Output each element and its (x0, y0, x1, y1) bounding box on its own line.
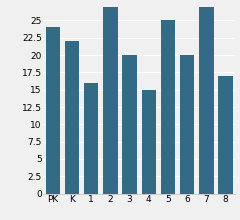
Bar (180, 55, 194, 194)
Bar (142, 90, 156, 194)
Bar (161, 20, 175, 194)
Bar (65, 41, 79, 194)
Bar (84, 83, 98, 194)
Bar (122, 55, 137, 194)
Bar (46, 27, 60, 194)
Bar (103, 7, 118, 194)
Bar (199, 7, 214, 194)
Bar (218, 76, 233, 194)
